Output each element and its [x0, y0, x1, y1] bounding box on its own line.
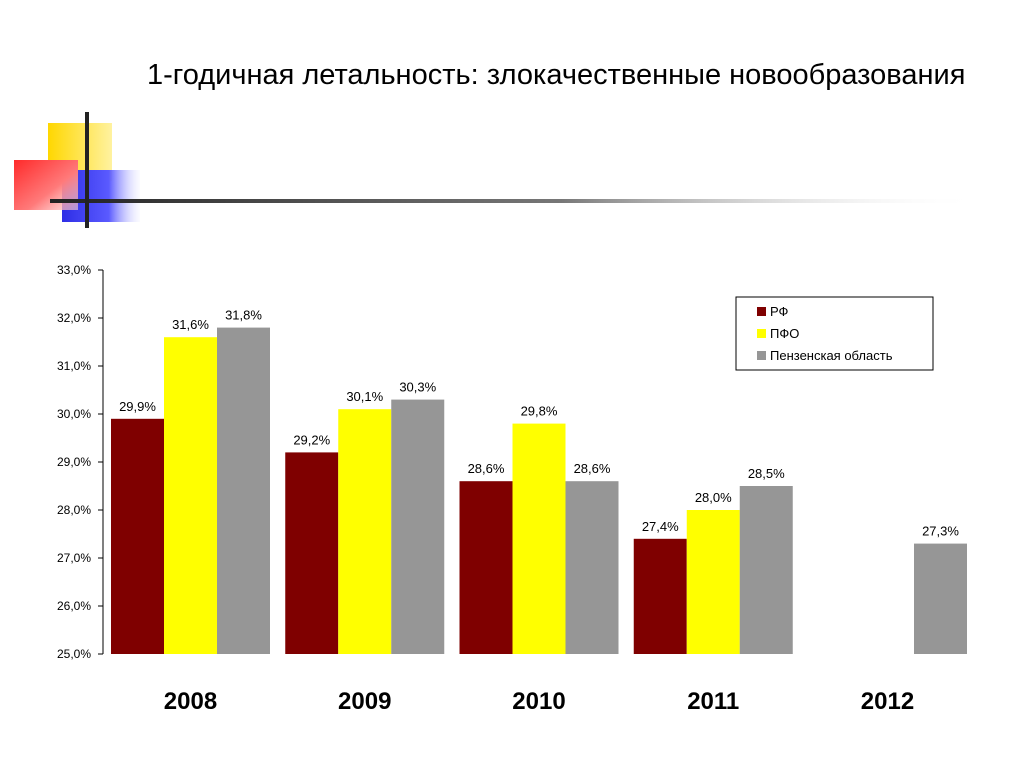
bars: [111, 327, 967, 654]
bar-2012-series-2: [914, 543, 967, 654]
legend-swatch: [757, 329, 766, 338]
y-tick-label: 32,0%: [57, 311, 91, 325]
bar-value-label: 28,6%: [574, 461, 611, 476]
bar-2011-series-2: [739, 486, 793, 654]
slide-title: 1-годичная летальность: злокачественные …: [147, 59, 966, 91]
bar-value-label: 27,4%: [642, 519, 679, 534]
y-axis: 25,0% 26,0% 27,0% 28,0% 29,0% 30,0% 31,0% 32,0%…: [57, 263, 104, 661]
y-tick-label: 33,0%: [57, 263, 91, 277]
bar-value-label: 30,1%: [346, 389, 383, 404]
x-category-label: 2011: [687, 688, 739, 715]
deco-horizontal-line: [50, 199, 980, 203]
bar-2008-series-1: [164, 337, 217, 654]
x-category-label: 2010: [512, 688, 565, 715]
bar-value-label: 28,6%: [468, 461, 505, 476]
x-category-label: 2008: [164, 688, 217, 715]
bar-2008-series-0: [111, 418, 164, 654]
x-category-label: 2009: [338, 688, 391, 715]
x-category-label: 2012: [861, 688, 914, 715]
bar-2011-series-1: [686, 510, 740, 654]
y-tick-label: 27,0%: [57, 551, 91, 565]
legend-label: ПФО: [770, 326, 799, 341]
bar-value-label: 29,2%: [293, 432, 330, 447]
deco-vertical-line: [85, 112, 89, 228]
chart-legend: РФ ПФО Пензенская область: [735, 296, 934, 371]
x-axis-labels: 2008 2009 2010 2011 2012: [164, 688, 914, 715]
bar-value-label: 29,9%: [119, 399, 156, 414]
bar-value-label: 30,3%: [399, 380, 436, 395]
bar-2009-series-2: [391, 399, 445, 654]
bar-value-label: 31,8%: [225, 308, 262, 323]
bar-2008-series-2: [217, 327, 270, 654]
bar-labels: 29,9% 31,6% 31,8% 29,2% 30,1% 30,3% 28,6% 29,8%…: [119, 308, 959, 539]
legend-label: РФ: [770, 304, 789, 319]
y-tick-label: 30,0%: [57, 407, 91, 421]
bar-2011-series-0: [633, 538, 687, 654]
bar-value-label: 29,8%: [521, 404, 558, 419]
y-tick-label: 29,0%: [57, 455, 91, 469]
bar-2010-series-1: [512, 423, 566, 654]
bar-chart: 25,0% 26,0% 27,0% 28,0% 29,0% 30,0% 31,0% 32,0%…: [57, 263, 967, 715]
title-decoration: [14, 112, 980, 228]
bar-2009-series-0: [285, 452, 339, 654]
bar-value-label: 28,0%: [695, 490, 732, 505]
bar-value-label: 28,5%: [748, 466, 785, 481]
legend-box: [735, 296, 934, 371]
bar-2009-series-1: [338, 409, 392, 654]
legend-swatch: [757, 351, 766, 360]
y-tick-label: 26,0%: [57, 599, 91, 613]
bar-2010-series-0: [459, 481, 513, 654]
y-tick-label: 31,0%: [57, 359, 91, 373]
bar-2010-series-2: [565, 481, 619, 654]
legend-swatch: [757, 307, 766, 316]
bar-value-label: 31,6%: [172, 317, 209, 332]
y-tick-label: 28,0%: [57, 503, 91, 517]
y-tick-label: 25,0%: [57, 647, 91, 661]
bar-value-label: 27,3%: [922, 524, 959, 539]
legend-label: Пензенская область: [770, 348, 893, 363]
